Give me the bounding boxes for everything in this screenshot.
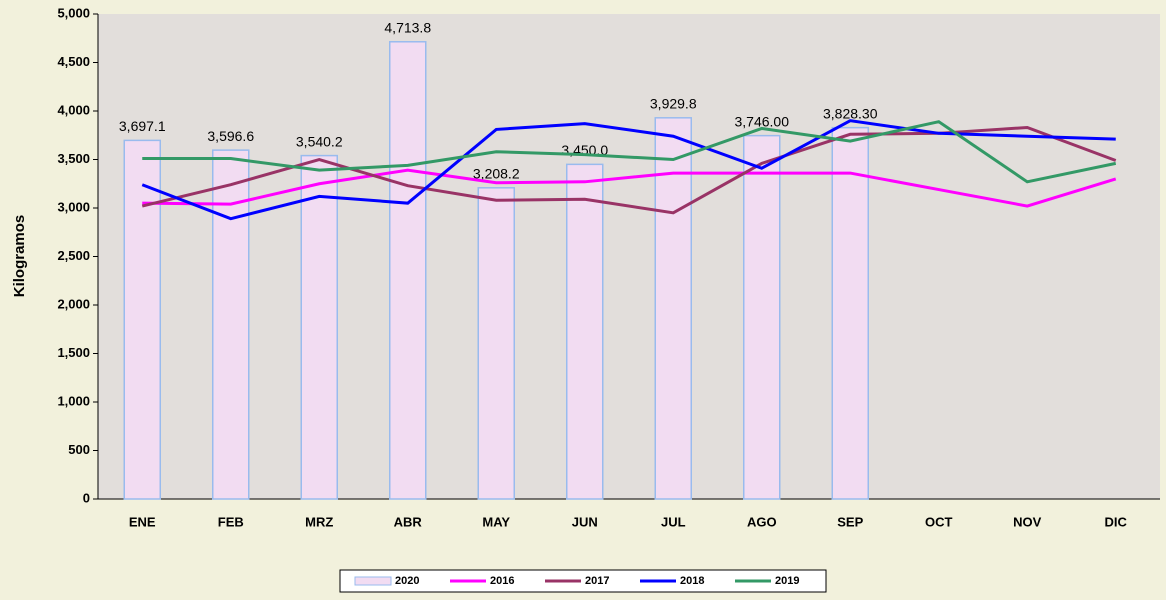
y-tick-label: 2,000 — [57, 296, 90, 311]
y-tick-label: 4,500 — [57, 54, 90, 69]
line — [141, 119, 1116, 221]
data-label: 3,697.1 — [119, 118, 166, 134]
y-tick-label: 1,500 — [57, 345, 90, 360]
legend-label: 2017 — [585, 575, 609, 587]
x-tick-label: MAY — [482, 514, 510, 529]
data-label: 4,713.8 — [384, 19, 431, 35]
plot-area — [98, 14, 1160, 499]
x-tick-label: DIC — [1105, 514, 1128, 529]
bar — [389, 41, 427, 500]
x-tick-label: FEB — [218, 514, 244, 529]
y-axis-label: Kilogramos — [11, 215, 28, 298]
x-tick-label: OCT — [925, 514, 953, 529]
legend-label: 2016 — [490, 575, 514, 587]
y-tick-label: 2,500 — [57, 248, 90, 263]
data-label: 3,596.6 — [207, 128, 254, 144]
bar — [743, 134, 781, 500]
bar — [477, 187, 515, 500]
x-tick-label: JUN — [572, 514, 598, 529]
data-label: 3,746.00 — [735, 113, 790, 129]
data-label: 3,208.2 — [473, 166, 520, 182]
y-tick-label: 3,500 — [57, 151, 90, 166]
legend-label: 2019 — [775, 575, 799, 587]
bar — [654, 117, 692, 500]
x-tick-label: AGO — [747, 514, 777, 529]
bar — [566, 163, 604, 500]
legend-swatch — [354, 576, 392, 586]
x-tick-label: JUL — [661, 514, 686, 529]
y-tick-label: 5,000 — [57, 5, 90, 20]
y-tick-label: 1,000 — [57, 393, 90, 408]
bar — [212, 149, 250, 500]
x-tick-label: ABR — [394, 514, 423, 529]
x-tick-label: ENE — [129, 514, 156, 529]
y-tick-label: 500 — [68, 442, 90, 457]
legend-label: 2018 — [680, 575, 704, 587]
legend-box — [339, 569, 827, 593]
x-tick-label: MRZ — [305, 514, 333, 529]
y-tick-label: 0 — [83, 490, 90, 505]
data-label: 3,929.8 — [650, 96, 697, 112]
data-label: 3,828.30 — [823, 105, 878, 121]
legend-label: 2020 — [395, 575, 419, 587]
x-tick-label: NOV — [1013, 514, 1042, 529]
bar — [831, 126, 869, 500]
y-tick-label: 3,000 — [57, 199, 90, 214]
bar — [123, 139, 161, 500]
x-tick-label: SEP — [837, 514, 863, 529]
data-label: 3,540.2 — [296, 133, 343, 149]
bar — [300, 154, 338, 500]
y-tick-label: 4,000 — [57, 102, 90, 117]
line — [142, 120, 1117, 184]
line — [142, 168, 1117, 208]
